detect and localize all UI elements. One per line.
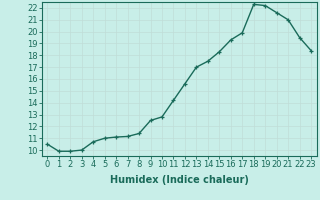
X-axis label: Humidex (Indice chaleur): Humidex (Indice chaleur)	[110, 175, 249, 185]
